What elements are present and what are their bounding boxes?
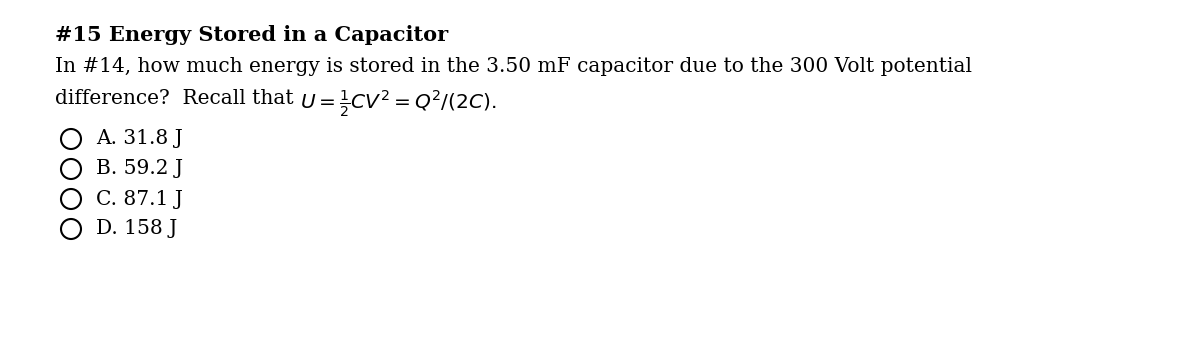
Text: D. 158 J: D. 158 J (96, 220, 178, 238)
Text: $U = \frac{1}{2}CV^2 = Q^2/(2C).$: $U = \frac{1}{2}CV^2 = Q^2/(2C).$ (300, 89, 497, 119)
Text: B. 59.2 J: B. 59.2 J (96, 159, 182, 179)
Text: #15: #15 (55, 25, 109, 45)
Text: In #14, how much energy is stored in the 3.50 mF capacitor due to the 300 Volt p: In #14, how much energy is stored in the… (55, 57, 972, 76)
Text: A. 31.8 J: A. 31.8 J (96, 129, 182, 149)
Text: C. 87.1 J: C. 87.1 J (96, 190, 182, 208)
Text: Energy Stored in a Capacitor: Energy Stored in a Capacitor (109, 25, 448, 45)
Text: difference?  Recall that: difference? Recall that (55, 89, 300, 108)
